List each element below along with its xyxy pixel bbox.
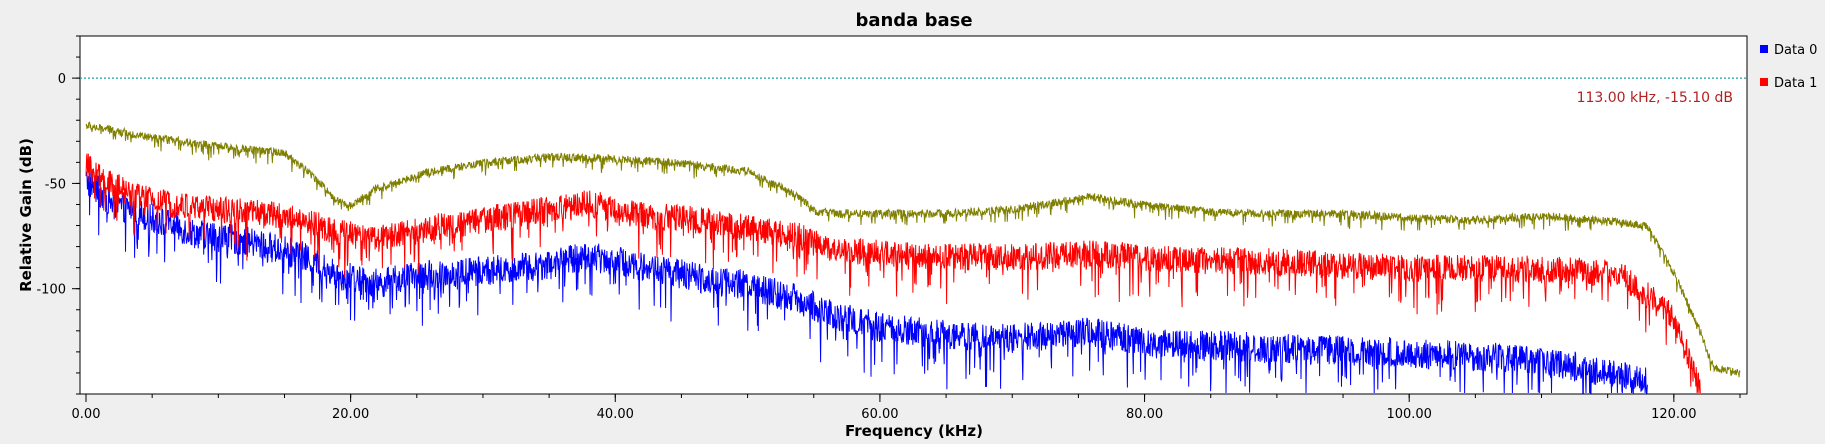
- series-layer: [85, 121, 1741, 395]
- x-axis-ticks: 0.00 20.00 40.00 60.00 80.00 100.00 120.00: [72, 394, 1697, 422]
- legend-swatch: [1760, 78, 1768, 86]
- x-tick-label: 0.00: [72, 407, 101, 422]
- x-tick-label: 80.00: [1126, 407, 1163, 422]
- x-tick-label: 60.00: [861, 407, 898, 422]
- series-line-0: [85, 170, 1648, 395]
- x-tick-label: 120.00: [1651, 407, 1697, 422]
- legend-label[interactable]: Data 0: [1774, 43, 1817, 58]
- y-tick-label: 0: [58, 72, 66, 87]
- y-axis-title: Relative Gain (dB): [17, 138, 35, 292]
- legend: Data 0 Data 1: [1760, 43, 1817, 91]
- chart-title: banda base: [855, 10, 972, 31]
- series-line-1: [85, 153, 1701, 394]
- x-tick-label: 100.00: [1386, 407, 1432, 422]
- series-line-2: [85, 121, 1741, 378]
- y-tick-label: -100: [36, 283, 66, 298]
- legend-label[interactable]: Data 1: [1774, 76, 1817, 91]
- x-axis-minor-ticks: [85, 394, 1741, 398]
- x-axis-title: Frequency (kHz): [845, 422, 983, 440]
- y-tick-label: -50: [45, 177, 66, 192]
- legend-swatch: [1760, 45, 1768, 53]
- x-tick-label: 40.00: [597, 407, 634, 422]
- y-axis-ticks: 0 -50 -100: [36, 72, 80, 298]
- y-axis-minor-ticks: [76, 35, 80, 395]
- x-tick-label: 20.00: [332, 407, 369, 422]
- marker-readout: 113.00 kHz, -15.10 dB: [1577, 90, 1733, 106]
